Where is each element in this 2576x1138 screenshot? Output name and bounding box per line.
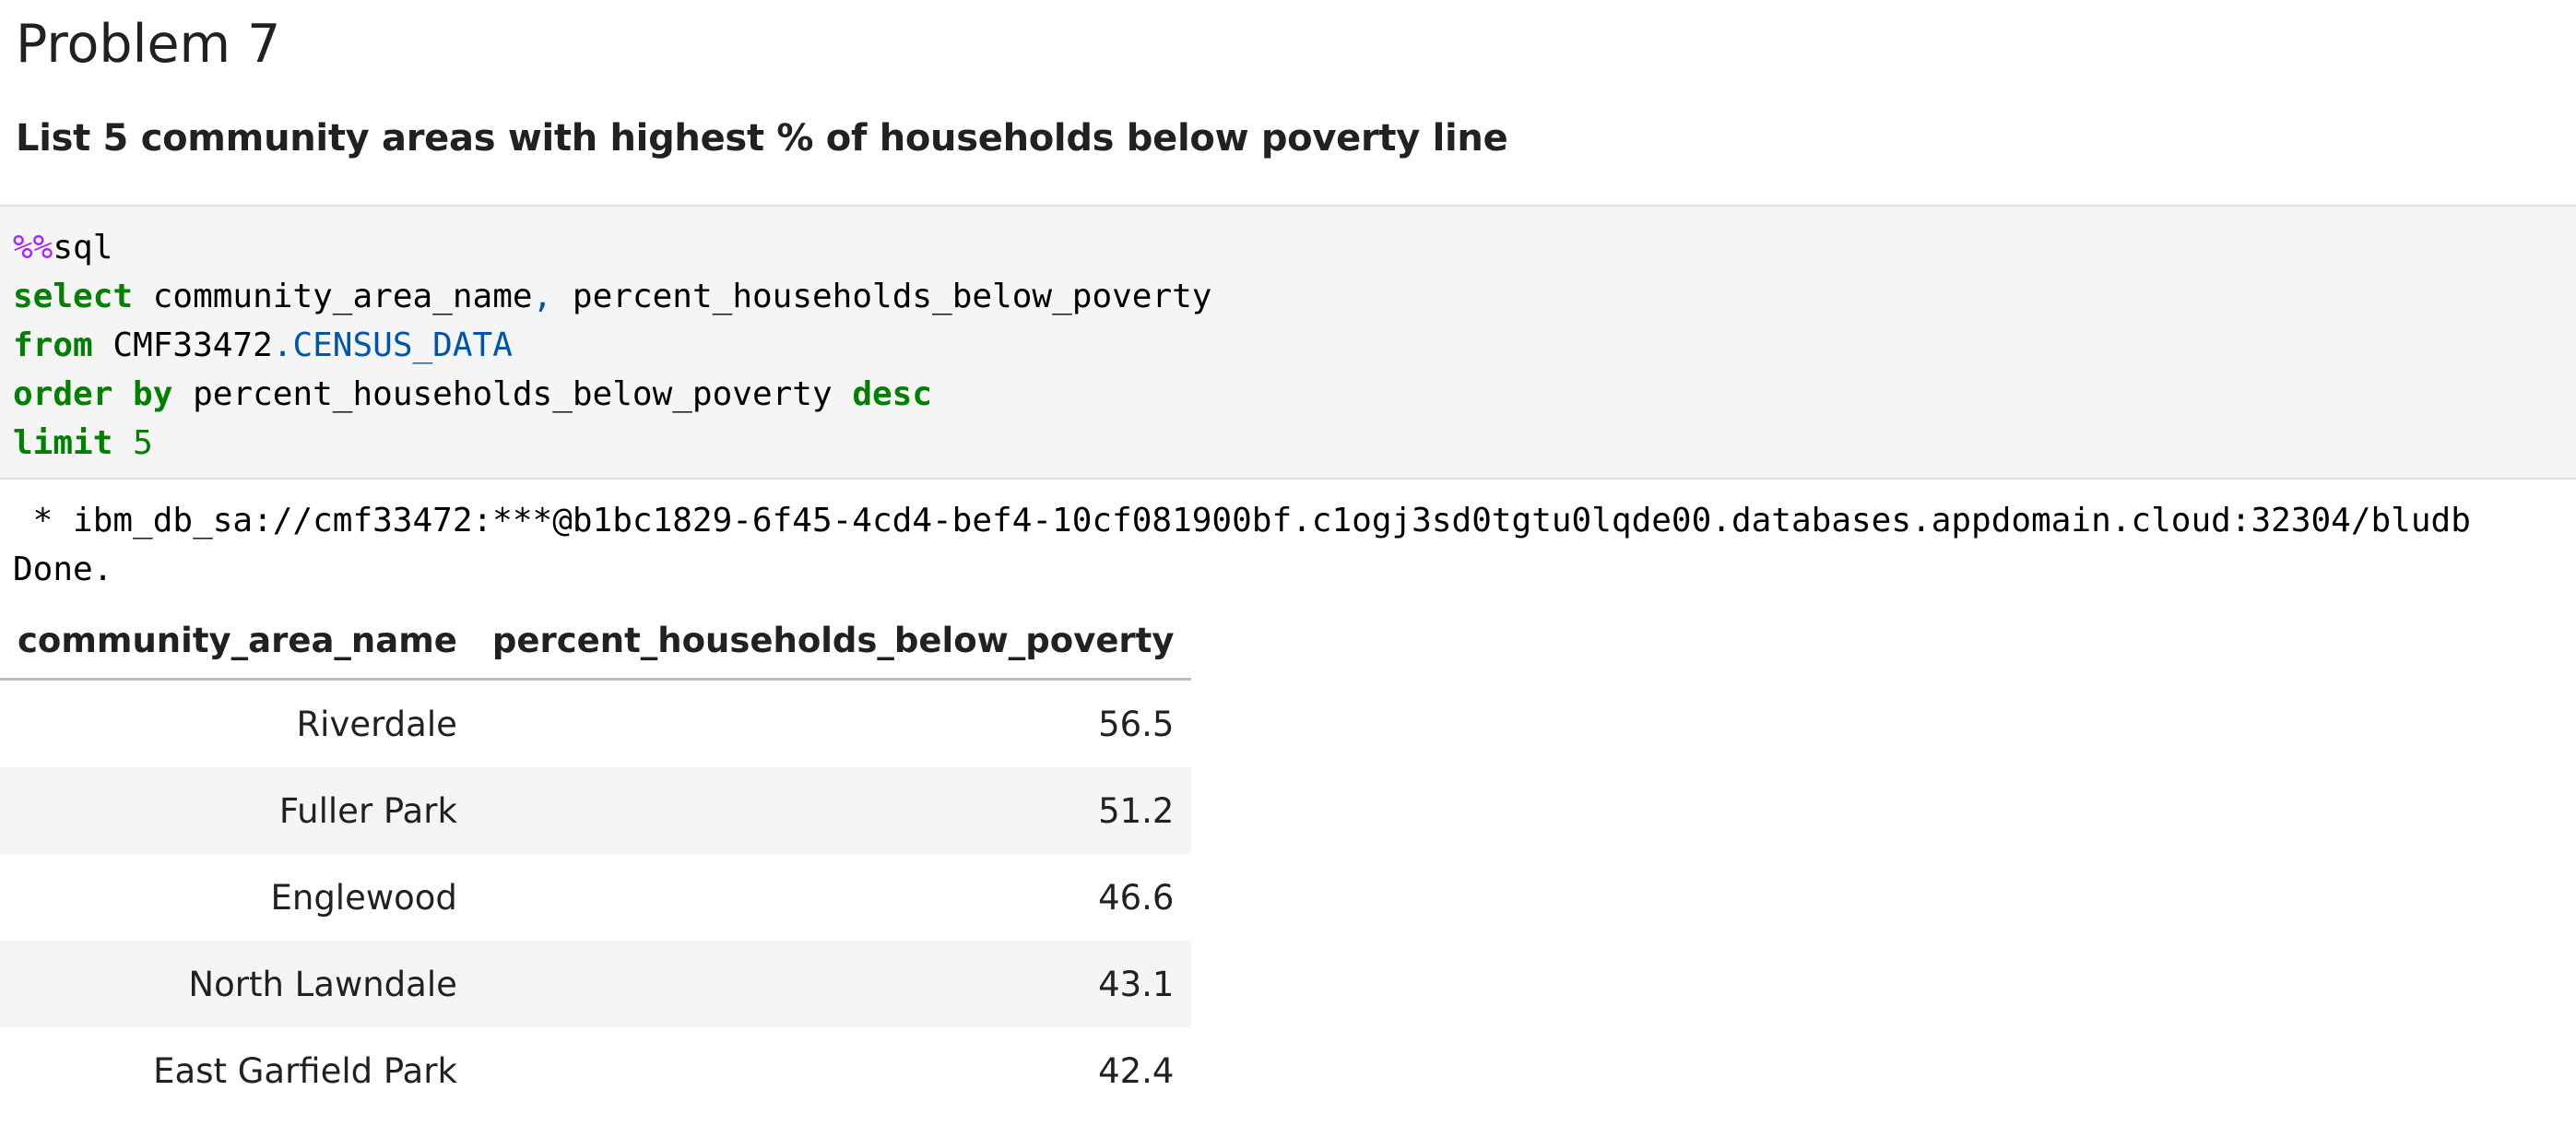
community-area-cell: Englewood bbox=[270, 877, 457, 918]
table-header-row: community_area_name percent_households_b… bbox=[0, 603, 1192, 681]
select-column-1: community_area_name bbox=[152, 278, 533, 315]
result-table: community_area_name percent_households_b… bbox=[0, 603, 1192, 1114]
select-keyword: select bbox=[13, 278, 134, 315]
order-by-keyword: order by bbox=[13, 375, 173, 413]
poverty-percent-cell: 43.1 bbox=[474, 941, 1192, 1027]
code-cell[interactable]: %%sql select community_area_name, percen… bbox=[0, 205, 2576, 480]
query-status: Done. bbox=[13, 551, 113, 588]
community-area-cell: Riverdale bbox=[296, 704, 457, 744]
select-column-2: percent_households_below_poverty bbox=[572, 278, 1212, 315]
connection-string: * ibm_db_sa://cmf33472:***@b1bc1829-6f45… bbox=[13, 502, 2471, 539]
table-row: Fuller Park 51.2 bbox=[0, 767, 1192, 854]
community-area-cell: East Garfield Park bbox=[153, 1050, 457, 1091]
cell-output-stream: * ibm_db_sa://cmf33472:***@b1bc1829-6f45… bbox=[13, 496, 2471, 594]
community-area-cell: Fuller Park bbox=[0, 767, 475, 854]
sql-magic-prefix: %% bbox=[13, 229, 53, 267]
limit-keyword: limit bbox=[13, 424, 113, 462]
sql-magic-name: sql bbox=[53, 229, 113, 267]
comma-operator: , bbox=[532, 278, 553, 315]
table-row: East Garfield Park 42.4 bbox=[0, 1027, 1191, 1114]
community-area-cell: North Lawndale bbox=[0, 941, 475, 1027]
column-header-percent-households-below-poverty: percent_households_below_poverty bbox=[474, 603, 1192, 681]
table-name: .CENSUS_DATA bbox=[272, 326, 513, 364]
table-row: North Lawndale 43.1 bbox=[0, 941, 1192, 1027]
poverty-percent-cell: 46.6 bbox=[1098, 877, 1175, 918]
code-editor[interactable]: %%sql select community_area_name, percen… bbox=[13, 223, 1211, 468]
from-keyword: from bbox=[13, 326, 93, 364]
problem-heading: Problem 7 bbox=[16, 14, 281, 75]
poverty-percent-cell: 56.5 bbox=[1098, 704, 1175, 744]
order-column: percent_households_below_poverty bbox=[193, 375, 833, 413]
schema-name: CMF33472 bbox=[112, 326, 273, 364]
poverty-percent-cell: 42.4 bbox=[1098, 1050, 1175, 1091]
limit-value: 5 bbox=[133, 424, 153, 462]
table-row: Englewood 46.6 bbox=[0, 854, 1191, 941]
table-row: Riverdale 56.5 bbox=[0, 680, 1191, 768]
desc-keyword: desc bbox=[852, 375, 933, 413]
column-header-community-area-name: community_area_name bbox=[0, 603, 475, 681]
problem-description: List 5 community areas with highest % of… bbox=[16, 117, 1508, 160]
poverty-percent-cell: 51.2 bbox=[474, 767, 1192, 854]
